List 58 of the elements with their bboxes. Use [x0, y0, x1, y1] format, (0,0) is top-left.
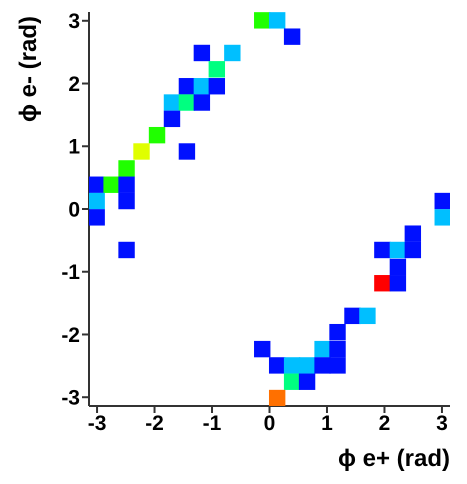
- x-tick-label: 2: [378, 412, 390, 435]
- y-tick-label: 2: [68, 72, 80, 96]
- point: [194, 78, 210, 94]
- x-tick-label: -3: [88, 412, 106, 435]
- point: [164, 110, 180, 128]
- point: [268, 357, 286, 374]
- point: [329, 357, 346, 374]
- x-tick-label: 0: [264, 412, 276, 435]
- point: [404, 225, 422, 242]
- x-tick-label: 3: [436, 412, 448, 435]
- point: [178, 78, 196, 94]
- point: [359, 308, 376, 324]
- point: [254, 12, 270, 29]
- point: [194, 44, 210, 62]
- y-tick-label: 1: [68, 136, 80, 159]
- point: [118, 176, 135, 193]
- point: [374, 275, 391, 292]
- point: [298, 357, 316, 374]
- point: [284, 28, 300, 45]
- point: [118, 242, 135, 258]
- point: [208, 61, 226, 78]
- x-tick-label: 1: [321, 412, 334, 435]
- point: [390, 258, 406, 276]
- point: [89, 209, 105, 226]
- point: [284, 357, 300, 374]
- y-tick-label: -3: [61, 386, 80, 410]
- point: [148, 126, 166, 144]
- point: [434, 209, 450, 226]
- point: [89, 192, 105, 210]
- y-tick-label: 3: [68, 10, 80, 34]
- point: [208, 78, 226, 94]
- point: [374, 242, 391, 258]
- point: [118, 160, 135, 177]
- point: [133, 143, 150, 160]
- y-axis-title: ϕ e- (rad): [15, 16, 42, 122]
- point: [89, 176, 105, 193]
- x-tick-label: -2: [145, 412, 164, 435]
- point: [434, 192, 450, 210]
- point: [268, 12, 286, 29]
- point: [329, 340, 346, 358]
- point: [329, 324, 346, 340]
- x-tick-label: -1: [202, 412, 222, 435]
- point: [103, 176, 120, 193]
- y-tick-label: -1: [61, 261, 80, 284]
- point: [178, 143, 196, 160]
- point: [404, 242, 422, 258]
- point: [224, 44, 241, 62]
- point: [390, 275, 406, 292]
- point: [284, 374, 300, 390]
- point: [254, 340, 270, 358]
- point: [298, 374, 316, 390]
- point: [268, 390, 286, 406]
- point: [118, 192, 135, 210]
- x-axis-title: ϕ e+ (rad): [338, 445, 450, 472]
- y-tick-label: -2: [61, 324, 80, 347]
- y-tick-label: 0: [68, 198, 80, 222]
- point: [194, 94, 210, 111]
- point: [314, 357, 331, 374]
